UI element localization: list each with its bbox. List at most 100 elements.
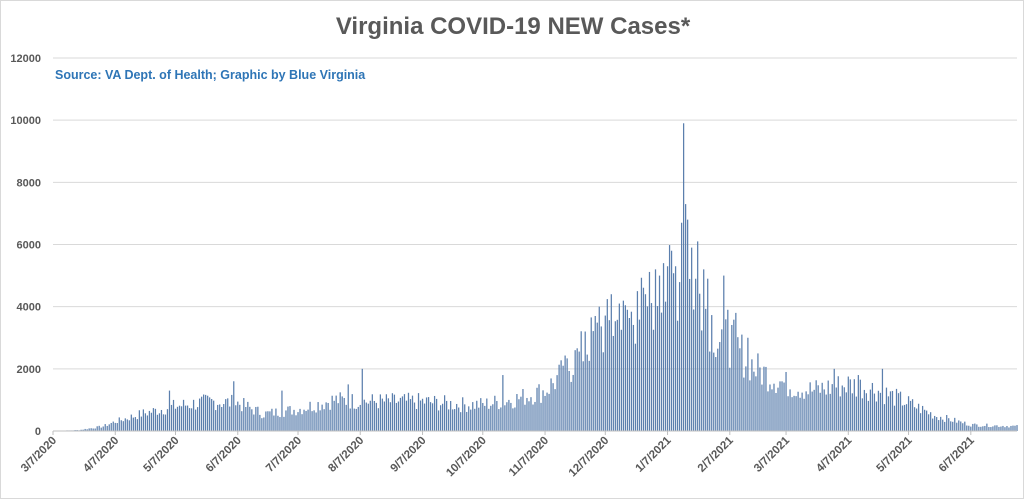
bar	[486, 399, 487, 431]
y-tick-label: 6000	[17, 240, 41, 252]
bar	[938, 420, 939, 431]
bar	[858, 375, 859, 431]
bar	[595, 316, 596, 431]
bar	[159, 413, 160, 431]
bar	[418, 393, 419, 431]
bar	[685, 204, 686, 431]
bar	[986, 424, 987, 431]
bar	[197, 407, 198, 431]
bar	[123, 421, 124, 431]
bar	[207, 396, 208, 431]
bar	[866, 393, 867, 431]
bar	[745, 366, 746, 431]
bar	[426, 397, 427, 431]
bar	[687, 220, 688, 431]
bar	[370, 401, 371, 431]
y-tick-label: 12000	[10, 53, 41, 65]
bar	[229, 407, 230, 431]
bar	[301, 414, 302, 431]
bar	[253, 415, 254, 431]
bar	[904, 405, 905, 431]
bar	[396, 403, 397, 431]
bar	[249, 407, 250, 431]
bar	[992, 426, 993, 431]
bar	[968, 426, 969, 431]
bar	[930, 412, 931, 431]
bar	[293, 410, 294, 431]
bar	[326, 402, 327, 431]
bar	[303, 410, 304, 431]
bar	[476, 401, 477, 431]
bar	[470, 410, 471, 431]
bar	[404, 394, 405, 431]
bar	[874, 394, 875, 431]
bar	[297, 412, 298, 431]
x-tick-label: 3/7/2021	[752, 434, 793, 475]
bar	[603, 352, 604, 431]
bar	[838, 376, 839, 431]
bar	[352, 394, 353, 431]
bar	[803, 399, 804, 431]
bar	[177, 407, 178, 431]
bar	[458, 408, 459, 431]
bar	[474, 409, 475, 431]
bar	[806, 391, 807, 431]
bar	[749, 380, 750, 431]
y-tick-label: 4000	[17, 302, 41, 314]
bar	[560, 360, 561, 431]
bar	[661, 313, 662, 431]
bar	[828, 381, 829, 431]
bar	[269, 411, 270, 431]
bar	[587, 355, 588, 431]
bar	[944, 422, 945, 431]
bar	[960, 421, 961, 431]
bar	[408, 393, 409, 431]
bar	[137, 419, 138, 431]
bar	[984, 426, 985, 431]
bar	[637, 291, 638, 431]
x-tick-label: 2/7/2021	[696, 434, 737, 475]
bar	[143, 409, 144, 431]
bar	[163, 414, 164, 431]
bar	[245, 407, 246, 431]
bar	[719, 342, 720, 431]
bar	[380, 394, 381, 431]
bar	[577, 348, 578, 431]
x-tick-label: 10/7/2020	[444, 435, 489, 480]
bar	[552, 383, 553, 431]
bar	[193, 400, 194, 431]
bar	[235, 405, 236, 431]
bar	[677, 321, 678, 431]
bar	[565, 356, 566, 431]
bar	[579, 352, 580, 431]
bar	[569, 371, 570, 431]
bar	[478, 408, 479, 431]
bar	[550, 378, 551, 431]
bar	[504, 405, 505, 431]
bar	[131, 415, 132, 431]
bar	[1010, 426, 1011, 431]
bar	[777, 388, 778, 431]
bar	[556, 375, 557, 431]
bar-series	[54, 123, 1017, 431]
bar	[336, 396, 337, 431]
bar	[1012, 426, 1013, 431]
bar	[868, 401, 869, 431]
bar	[189, 408, 190, 431]
bar	[376, 403, 377, 431]
bar	[982, 426, 983, 431]
bar	[263, 417, 264, 431]
bar	[400, 398, 401, 431]
bar	[573, 375, 574, 431]
bar	[129, 420, 130, 431]
bar	[562, 366, 563, 431]
bar	[330, 410, 331, 431]
bar	[834, 369, 835, 431]
bar	[832, 384, 833, 431]
bar	[799, 398, 800, 431]
bar	[315, 412, 316, 431]
bar	[428, 397, 429, 431]
bar	[705, 309, 706, 431]
bar	[173, 400, 174, 431]
